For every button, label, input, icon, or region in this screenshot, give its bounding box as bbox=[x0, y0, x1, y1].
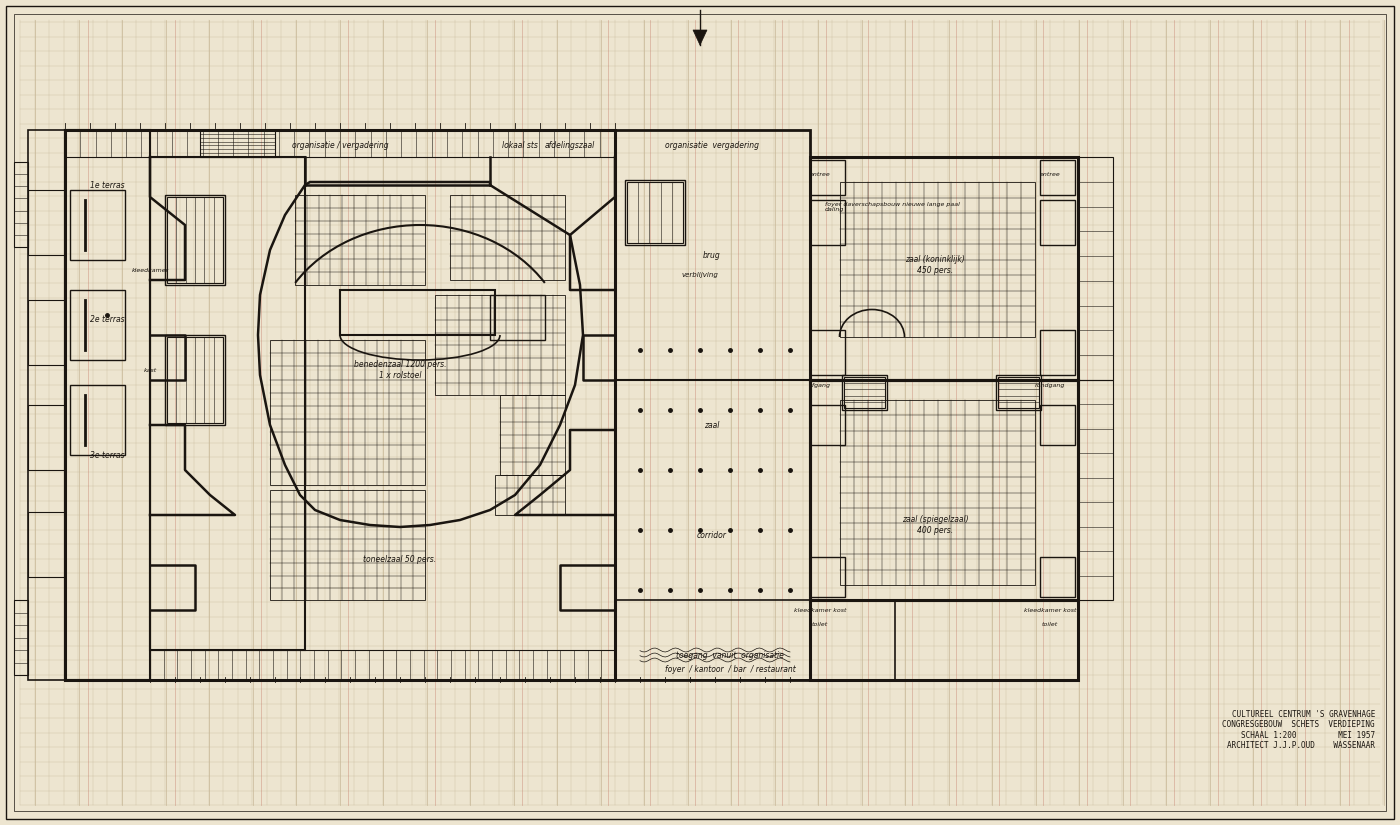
Bar bbox=[165, 335, 225, 425]
Text: kleedkamer kost: kleedkamer kost bbox=[1023, 607, 1077, 612]
Polygon shape bbox=[693, 30, 707, 45]
Bar bbox=[28, 512, 64, 577]
Bar bbox=[1040, 557, 1075, 597]
Bar bbox=[811, 380, 1078, 600]
Text: organisatie / vergadering: organisatie / vergadering bbox=[291, 140, 388, 149]
Text: toilet: toilet bbox=[812, 623, 829, 628]
Bar bbox=[811, 160, 846, 195]
Bar bbox=[70, 290, 125, 360]
Text: zaal (spiegelzaal)
400 pers.: zaal (spiegelzaal) 400 pers. bbox=[902, 516, 969, 535]
Bar bbox=[64, 130, 150, 680]
Text: corridor: corridor bbox=[697, 530, 727, 540]
Text: CULTUREEL CENTRUM 'S GRAVENHAGE
CONGRESGEBOUW  SCHETS  VERDIEPING
SCHAAL 1:200  : CULTUREEL CENTRUM 'S GRAVENHAGE CONGRESG… bbox=[1222, 710, 1375, 750]
Bar bbox=[14, 162, 28, 247]
Bar bbox=[496, 475, 566, 515]
Text: foyer daverschapsbouw nieuwe lange paal
daling: foyer daverschapsbouw nieuwe lange paal … bbox=[825, 201, 960, 212]
Bar bbox=[14, 600, 28, 675]
Text: entree: entree bbox=[1040, 172, 1060, 177]
Bar bbox=[28, 190, 64, 255]
Bar bbox=[624, 180, 685, 245]
Text: kleedkamer: kleedkamer bbox=[132, 267, 168, 272]
Bar bbox=[811, 330, 846, 375]
Bar bbox=[28, 405, 64, 470]
Bar bbox=[1040, 200, 1075, 245]
Bar bbox=[449, 195, 566, 280]
Bar bbox=[150, 650, 615, 680]
Bar bbox=[435, 295, 566, 395]
Bar bbox=[1040, 330, 1075, 375]
Text: kleedkamer kost: kleedkamer kost bbox=[794, 607, 846, 612]
Text: brug: brug bbox=[703, 251, 721, 260]
Bar bbox=[295, 195, 426, 285]
Text: rondgang: rondgang bbox=[1035, 383, 1065, 388]
Bar bbox=[200, 130, 274, 157]
Bar bbox=[1078, 380, 1113, 600]
Bar bbox=[998, 377, 1039, 408]
Text: 1e terras: 1e terras bbox=[90, 181, 125, 190]
Text: afdelingszaal: afdelingszaal bbox=[545, 140, 595, 149]
Bar bbox=[28, 130, 64, 680]
Text: kast: kast bbox=[143, 367, 157, 373]
Bar bbox=[165, 195, 225, 285]
Text: afgang: afgang bbox=[809, 383, 832, 388]
Text: toilet: toilet bbox=[1042, 623, 1058, 628]
Bar bbox=[811, 157, 1078, 380]
Text: benedenzaal 1200 pers.
1 x rolstoel: benedenzaal 1200 pers. 1 x rolstoel bbox=[354, 361, 447, 380]
Text: zaal: zaal bbox=[704, 421, 720, 430]
Bar bbox=[1040, 405, 1075, 445]
Bar bbox=[500, 395, 566, 475]
Bar bbox=[615, 130, 811, 680]
Text: verblijving: verblijving bbox=[682, 272, 718, 278]
Bar bbox=[841, 375, 888, 410]
Text: foyer  / kantoor  / bar  / restaurant: foyer / kantoor / bar / restaurant bbox=[665, 666, 795, 675]
Bar bbox=[615, 600, 895, 680]
Bar bbox=[70, 190, 125, 260]
Bar bbox=[840, 182, 1035, 337]
Bar bbox=[270, 340, 426, 485]
Text: entree: entree bbox=[809, 172, 830, 177]
Bar bbox=[811, 380, 1078, 680]
Text: organisatie  vergadering: organisatie vergadering bbox=[665, 140, 759, 149]
Bar bbox=[811, 557, 846, 597]
Bar bbox=[64, 130, 615, 157]
Bar bbox=[167, 197, 223, 283]
Text: toneelzaal 50 pers.: toneelzaal 50 pers. bbox=[364, 555, 437, 564]
Bar bbox=[270, 490, 426, 600]
Bar bbox=[840, 400, 1035, 585]
Bar bbox=[811, 405, 846, 445]
Bar bbox=[1078, 157, 1113, 380]
Bar bbox=[995, 375, 1042, 410]
Text: 3e terras: 3e terras bbox=[90, 450, 125, 460]
Bar bbox=[844, 377, 885, 408]
Text: lokaal sts: lokaal sts bbox=[503, 140, 538, 149]
Bar bbox=[70, 385, 125, 455]
Bar bbox=[340, 290, 496, 335]
Text: zaal (koninklijk)
450 pers.: zaal (koninklijk) 450 pers. bbox=[906, 255, 965, 275]
Bar bbox=[150, 157, 305, 650]
Bar bbox=[64, 130, 615, 680]
Text: toegang  vanuit  organisatie: toegang vanuit organisatie bbox=[676, 650, 784, 659]
Bar bbox=[28, 300, 64, 365]
Bar bbox=[627, 182, 683, 243]
Bar bbox=[1040, 160, 1075, 195]
Bar bbox=[811, 200, 846, 245]
Text: 2e terras: 2e terras bbox=[90, 315, 125, 324]
Bar bbox=[167, 337, 223, 423]
Bar bbox=[490, 295, 545, 340]
